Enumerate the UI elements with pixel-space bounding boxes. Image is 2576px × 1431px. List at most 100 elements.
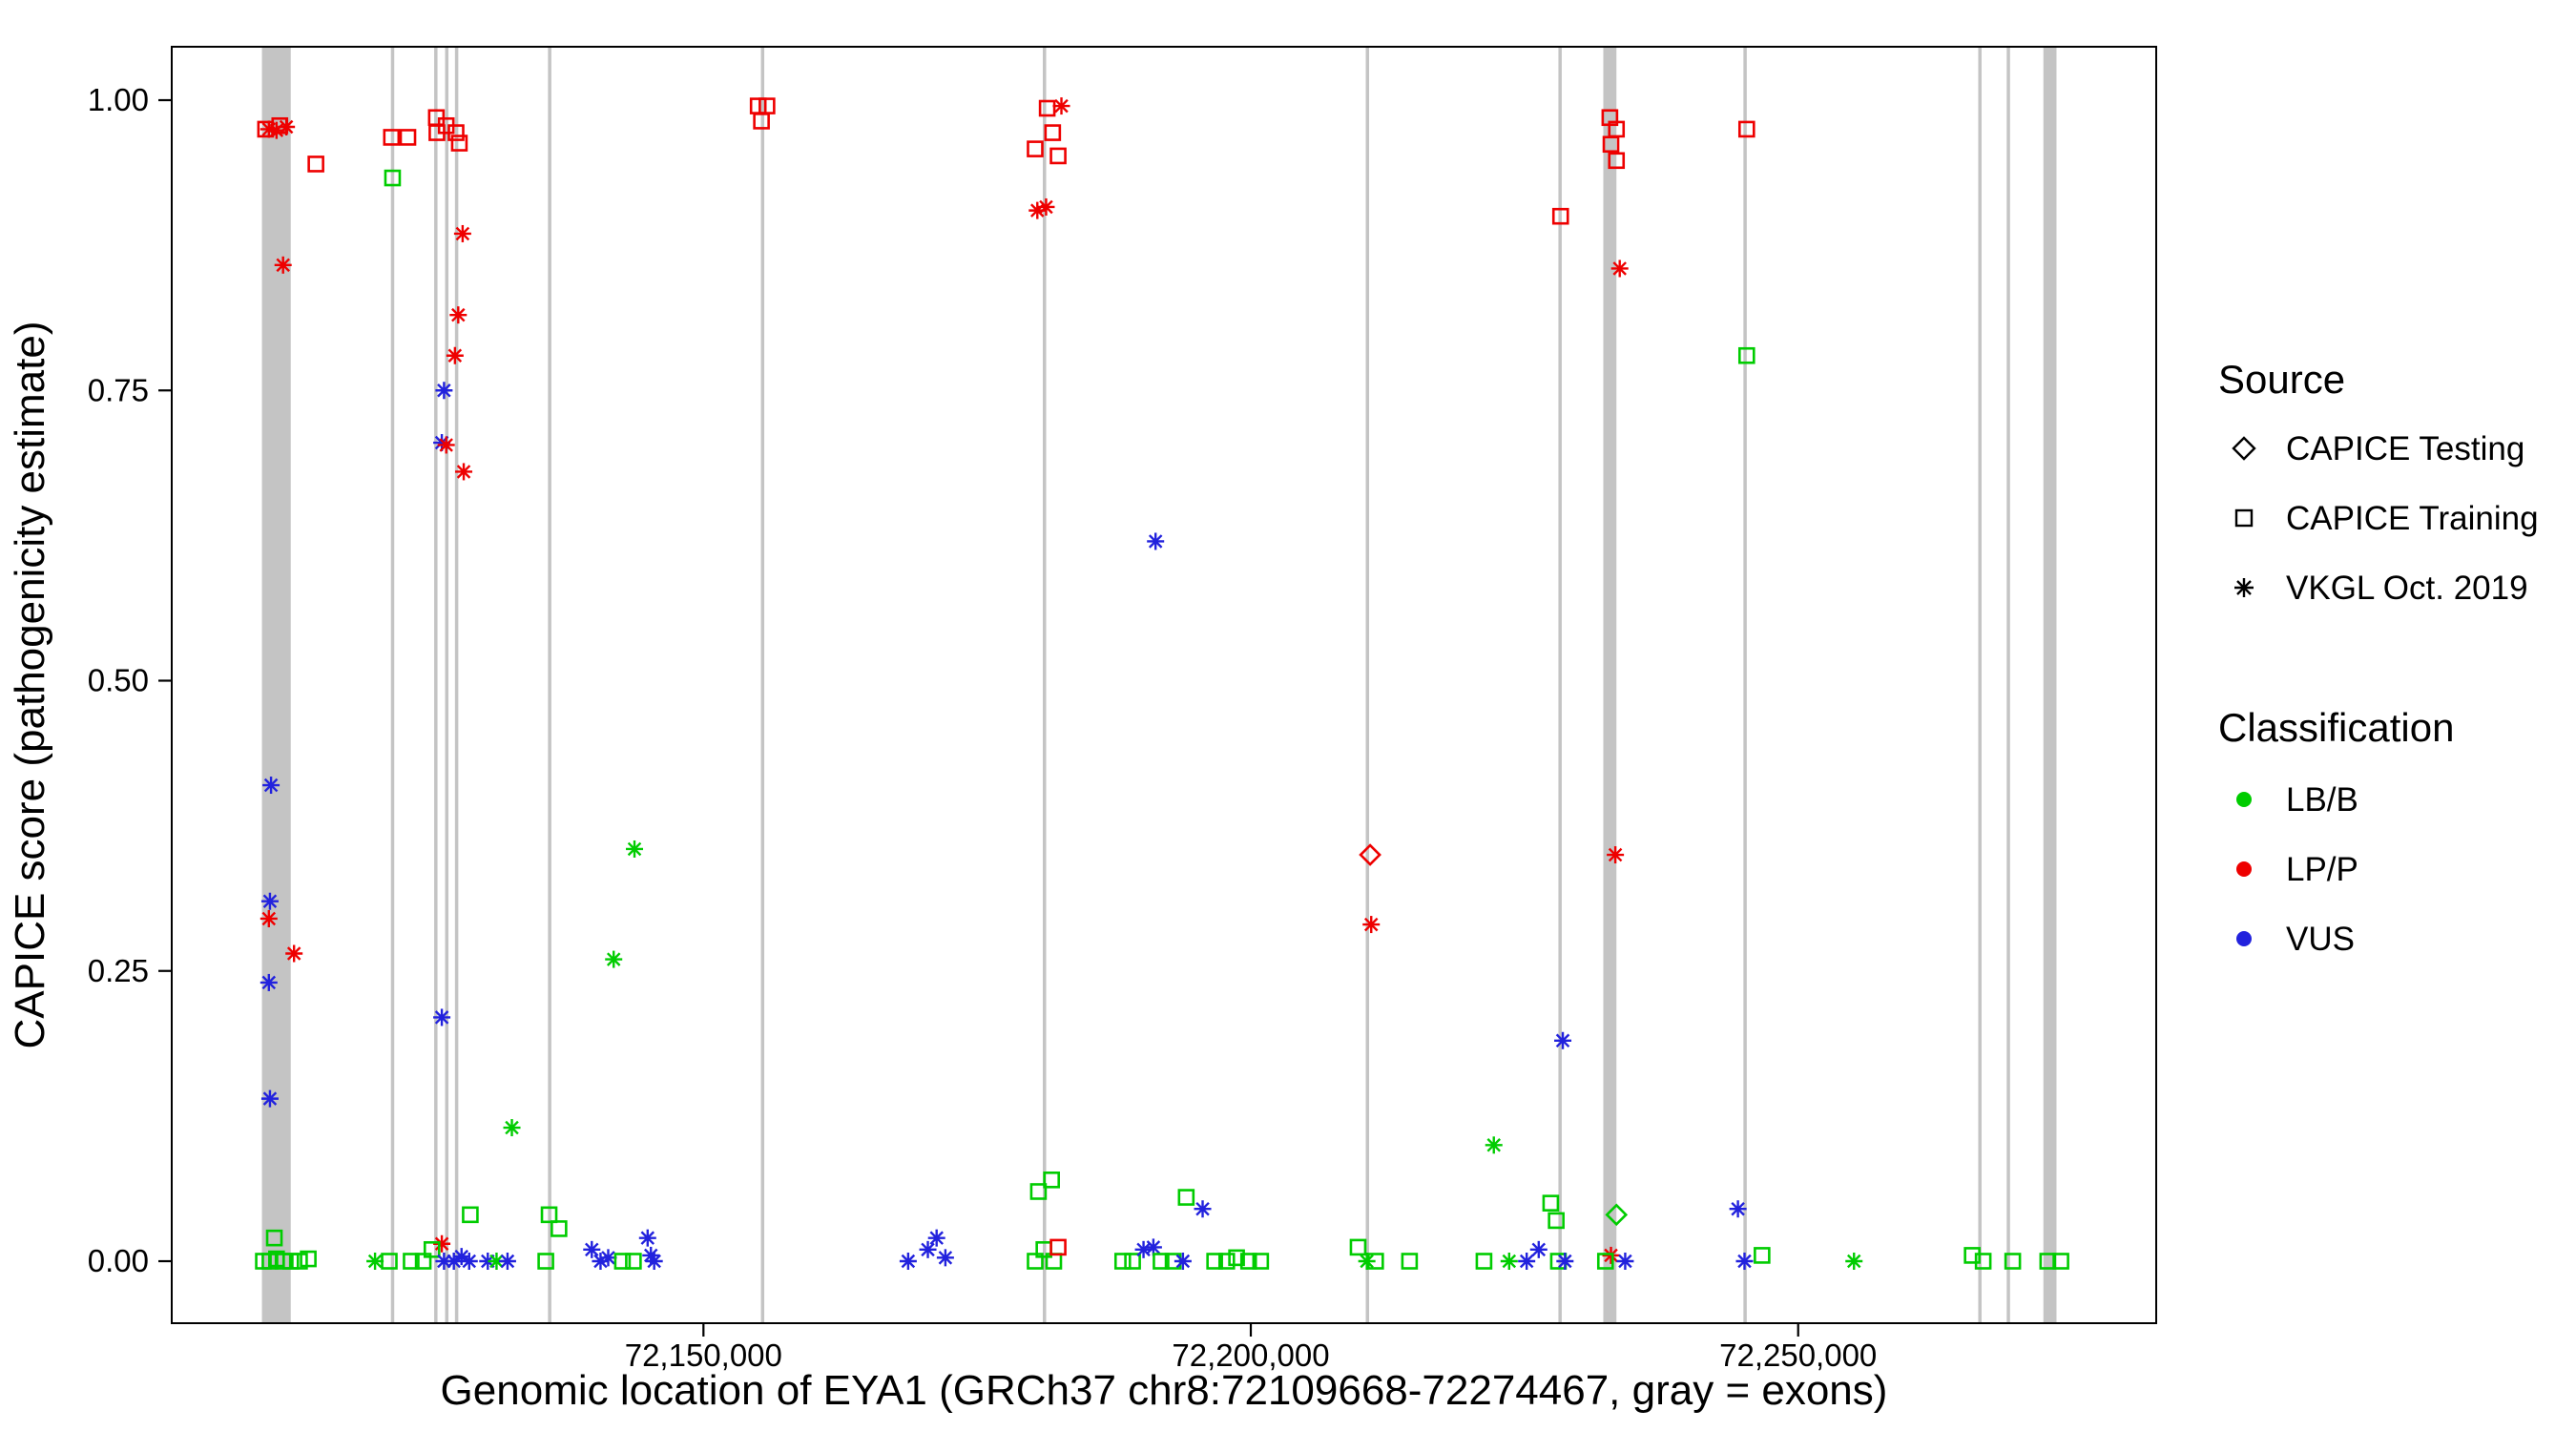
data-point-asterisk [278, 117, 296, 135]
data-point-square [1475, 1253, 1493, 1270]
data-point-asterisk [1602, 1246, 1620, 1264]
data-point-square [307, 156, 324, 173]
legend-classification: Classification LB/B LP/P VUS [2218, 705, 2454, 958]
data-point-square [1367, 1253, 1384, 1270]
data-point-asterisk [936, 1249, 954, 1267]
data-point-square [1217, 1253, 1236, 1270]
x-tick-label: 72,200,000 [1172, 1338, 1329, 1373]
data-point-square [1349, 1238, 1367, 1256]
asterisk-icon [2234, 578, 2254, 597]
data-point-square [2004, 1253, 2022, 1270]
data-point-asterisk [433, 1008, 451, 1027]
exon-bar [390, 47, 395, 1323]
y-tick-label: 0.50 [88, 663, 149, 698]
data-point-asterisk [919, 1240, 937, 1258]
data-point-square [1551, 207, 1569, 225]
data-point-square [291, 1253, 308, 1270]
exon-bar [1743, 47, 1747, 1323]
data-point-square [1608, 152, 1626, 170]
data-point-asterisk [1607, 846, 1625, 864]
data-point-square [1177, 1189, 1195, 1206]
data-point-square [399, 129, 417, 146]
data-point-asterisk [1037, 197, 1055, 216]
data-point-square [1113, 1253, 1132, 1270]
data-point-square [537, 1253, 554, 1270]
data-point-square [1401, 1253, 1419, 1270]
data-point-square [1596, 1253, 1614, 1270]
data-point-asterisk [449, 306, 467, 324]
data-point-square [381, 1253, 398, 1270]
data-point-square [1206, 1253, 1223, 1270]
data-point-square [383, 129, 401, 146]
data-point-square [1027, 140, 1044, 157]
data-point-square [753, 113, 770, 130]
data-point-asterisk [599, 1249, 617, 1267]
data-point-square [384, 169, 402, 187]
data-point-asterisk [455, 463, 473, 481]
data-point-asterisk [498, 1253, 516, 1270]
data-point-asterisk [1362, 916, 1381, 934]
exon-bar [2006, 47, 2010, 1323]
data-point-asterisk [1174, 1253, 1192, 1270]
data-point-asterisk [645, 1253, 663, 1270]
exon-bar [1603, 47, 1617, 1323]
data-point-asterisk [285, 944, 303, 963]
data-point-asterisk [1556, 1253, 1574, 1270]
data-point-asterisk [1616, 1253, 1634, 1270]
exon-bar [1043, 47, 1047, 1323]
data-point-square [423, 1241, 441, 1258]
y-tick-label: 0.00 [88, 1243, 149, 1278]
lpp-dot-icon [2236, 861, 2252, 877]
lbb-dot-icon [2236, 792, 2252, 807]
data-point-square [1027, 1253, 1044, 1270]
legend-item-capice-testing: CAPICE Testing [2286, 430, 2524, 467]
data-point-square [1963, 1247, 1981, 1264]
data-point-square [462, 1206, 479, 1224]
data-point-asterisk [1052, 97, 1070, 115]
data-point-asterisk [260, 892, 279, 910]
data-point-asterisk [1529, 1240, 1548, 1258]
exon-bar [760, 47, 765, 1323]
data-point-asterisk [1358, 1253, 1376, 1270]
data-point-square [1228, 1249, 1245, 1267]
data-point-asterisk [437, 436, 455, 454]
data-point-asterisk [1729, 1200, 1747, 1218]
data-point-asterisk [260, 909, 278, 927]
exon-bar [548, 47, 551, 1323]
data-point-square [1153, 1253, 1170, 1270]
exon-bar [261, 47, 291, 1323]
data-point-asterisk [638, 1229, 656, 1247]
data-point-square [613, 1253, 632, 1270]
data-point-asterisk [605, 950, 623, 968]
diamond-icon [2232, 436, 2256, 461]
y-tick-label: 0.25 [88, 953, 149, 988]
data-point-diamond [1605, 1203, 1629, 1227]
data-point-diamond [1359, 843, 1381, 866]
data-point-square [1049, 1238, 1067, 1256]
data-point-square [447, 124, 465, 141]
plot-panel-border [171, 46, 2157, 1324]
data-point-asterisk [260, 1089, 279, 1108]
data-point-square [414, 1253, 432, 1270]
data-point-square [625, 1253, 642, 1270]
vus-dot-icon [2236, 931, 2252, 946]
data-point-asterisk [1194, 1200, 1212, 1218]
data-point-asterisk [1485, 1136, 1503, 1154]
data-point-asterisk [262, 777, 280, 795]
data-point-asterisk [433, 1234, 451, 1253]
data-point-square [2052, 1253, 2069, 1270]
data-point-square [1542, 1194, 1560, 1212]
data-points-layer [255, 97, 2069, 1270]
data-point-square [551, 1220, 568, 1237]
exon-bar [1365, 47, 1369, 1323]
exon-bar [434, 47, 438, 1323]
data-point-asterisk [1735, 1253, 1754, 1270]
exon-bars-layer [261, 47, 2057, 1323]
data-point-square [1754, 1247, 1771, 1264]
data-point-asterisk [503, 1119, 521, 1137]
data-point-asterisk [1845, 1253, 1863, 1270]
data-point-square [1038, 99, 1056, 117]
data-point-square [1239, 1253, 1257, 1270]
data-point-asterisk [1610, 259, 1629, 278]
